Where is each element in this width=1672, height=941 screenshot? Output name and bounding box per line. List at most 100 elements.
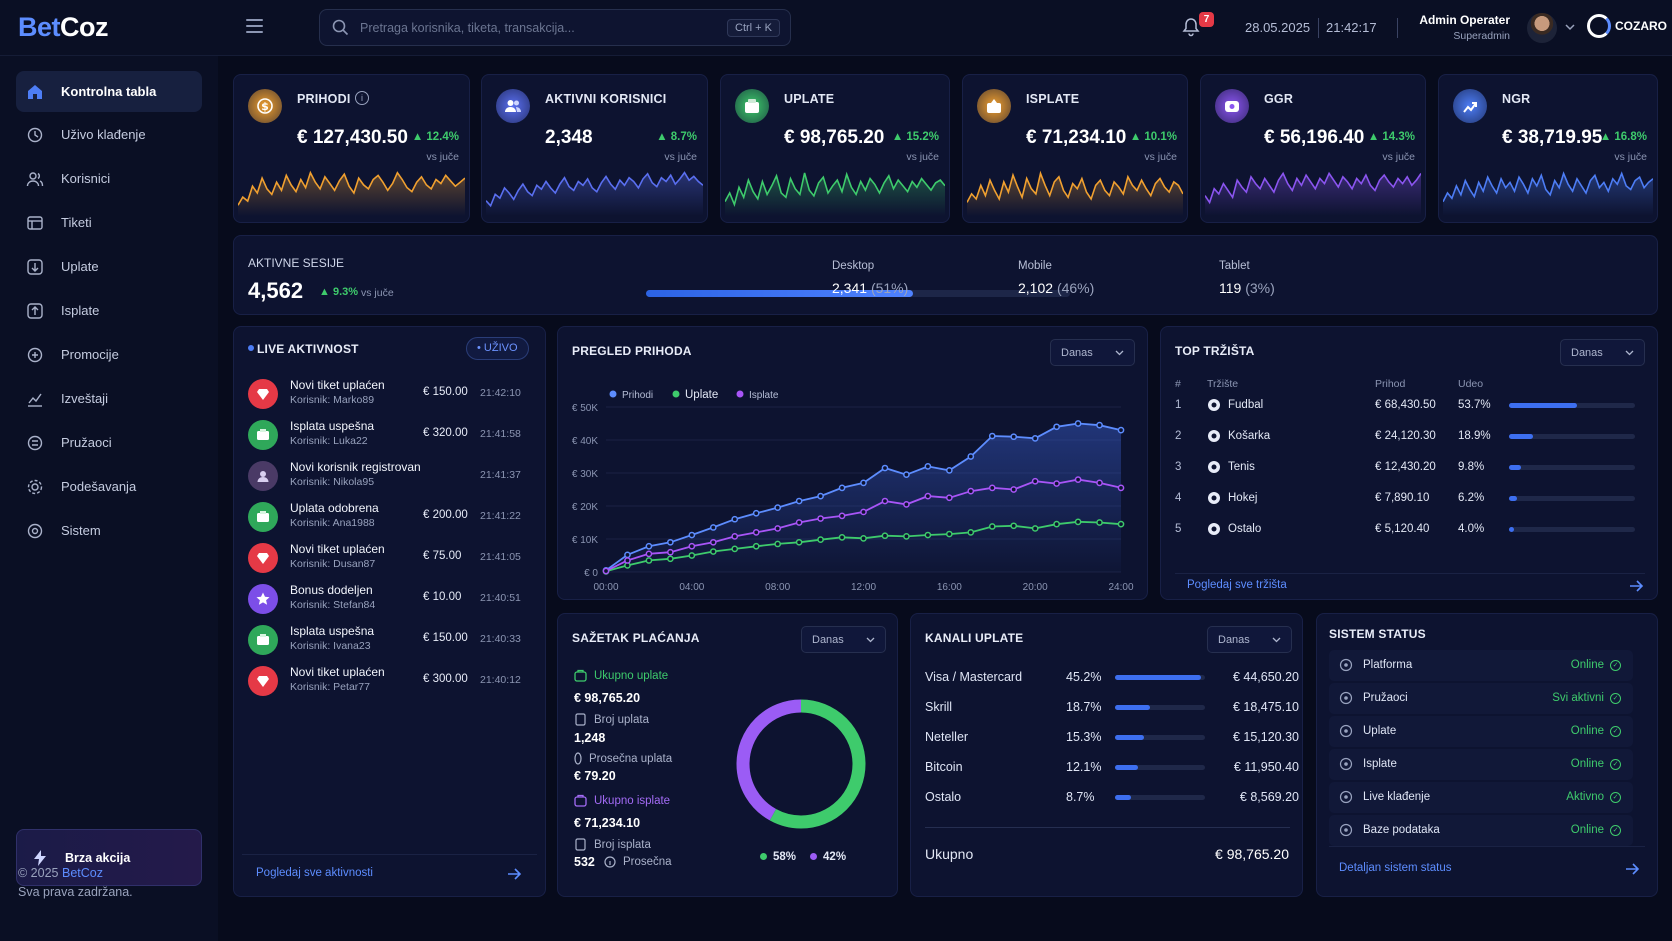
data-point-uplate[interactable] bbox=[838, 534, 846, 541]
live-activity-row[interactable]: Isplata uspešna Korisnik: Luka22 € 320.00 2… bbox=[248, 413, 521, 456]
menu-hamburger-icon[interactable] bbox=[246, 19, 263, 37]
data-point-prihodi[interactable] bbox=[1117, 426, 1125, 434]
data-point-uplate[interactable] bbox=[688, 552, 696, 559]
live-activity-row[interactable]: Novi tiket uplaćen Korisnik: Dusan87 € 75.… bbox=[248, 536, 521, 579]
view-all-markets-link[interactable]: Pogledaj sve tržišta bbox=[1187, 579, 1287, 591]
market-row-košarka[interactable]: 2 Košarka € 24,120.30 18.9% bbox=[1175, 422, 1645, 452]
market-row-fudbal[interactable]: 1 Fudbal € 68,430.50 53.7% bbox=[1175, 391, 1645, 421]
data-point-uplate[interactable] bbox=[817, 536, 824, 544]
chevron-down-icon[interactable] bbox=[1565, 23, 1575, 31]
arrow-right-icon[interactable] bbox=[1625, 863, 1640, 875]
data-point-isplate[interactable] bbox=[988, 484, 996, 492]
markets-period-dropdown[interactable]: Danas bbox=[1560, 339, 1645, 366]
data-point-isplate[interactable] bbox=[1074, 476, 1082, 483]
live-activity-row[interactable]: Uplata odobrena Korisnik: Ana1988 € 200.00… bbox=[248, 495, 521, 538]
channel-row-skrill[interactable]: Skrill 18.7% € 18,475.10 bbox=[925, 692, 1299, 722]
data-point-prihodi[interactable] bbox=[667, 538, 674, 546]
data-point-prihodi[interactable] bbox=[709, 524, 717, 531]
sidebar-item-promocije[interactable]: Promocije bbox=[16, 334, 202, 375]
data-point-isplate[interactable] bbox=[1031, 477, 1039, 485]
kpi-card-prihodi[interactable]: $ PRIHODI i € 127,430.50 ▲ 12.4% vs juče bbox=[233, 74, 470, 223]
legend-uplate[interactable]: Uplate bbox=[672, 389, 719, 401]
channel-row-visa-mastercard[interactable]: Visa / Mastercard 45.2% € 44,650.20 bbox=[925, 662, 1299, 692]
live-activity-row[interactable]: Isplata uspešna Korisnik: Ivana23 € 150.00… bbox=[248, 618, 521, 661]
arrow-right-icon[interactable] bbox=[507, 868, 522, 880]
data-point-prihodi[interactable] bbox=[988, 432, 996, 440]
data-point-prihodi[interactable] bbox=[731, 515, 739, 523]
channel-row-ostalo[interactable]: Ostalo 8.7% € 8,569.20 bbox=[925, 782, 1299, 812]
sidebar-item-tiketi[interactable]: Tiketi bbox=[16, 202, 202, 243]
live-badge[interactable]: • UŽIVO bbox=[466, 337, 529, 360]
data-point-isplate[interactable] bbox=[967, 487, 975, 495]
data-point-uplate[interactable] bbox=[774, 540, 782, 548]
data-point-uplate[interactable] bbox=[1010, 522, 1018, 530]
data-point-uplate[interactable] bbox=[645, 557, 653, 564]
data-point-isplate[interactable] bbox=[645, 550, 653, 558]
data-point-prihodi[interactable] bbox=[838, 484, 846, 492]
data-point-prihodi[interactable] bbox=[903, 471, 910, 479]
data-point-uplate[interactable] bbox=[709, 548, 717, 555]
live-activity-row[interactable]: Novi korisnik registrovan Korisnik: Nikol… bbox=[248, 454, 521, 497]
kpi-card-ngr[interactable]: NGR € 38,719.95 ▲ 16.8% vs juče bbox=[1438, 74, 1658, 223]
sidebar-item-izve-taji[interactable]: Izveštaji bbox=[16, 378, 202, 419]
system-status-details-link[interactable]: Detaljan sistem status bbox=[1339, 862, 1452, 874]
sidebar-item-u-ivo-kla-enje[interactable]: Uživo klađenje bbox=[16, 114, 202, 155]
data-point-uplate[interactable] bbox=[1074, 518, 1082, 526]
channel-row-neteller[interactable]: Neteller 15.3% € 15,120.30 bbox=[925, 722, 1299, 752]
legend-isplate[interactable]: Isplate bbox=[736, 390, 779, 401]
data-point-uplate[interactable] bbox=[945, 530, 953, 538]
data-point-isplate[interactable] bbox=[731, 533, 739, 540]
data-point-uplate[interactable] bbox=[860, 534, 867, 542]
legend-prihodi[interactable]: Prihodi bbox=[609, 390, 654, 401]
data-point-isplate[interactable] bbox=[924, 492, 932, 500]
sidebar-item-uplate[interactable]: Uplate bbox=[16, 246, 202, 287]
data-point-uplate[interactable] bbox=[1031, 525, 1039, 532]
data-point-prihodi[interactable] bbox=[774, 504, 782, 511]
data-point-prihodi[interactable] bbox=[881, 464, 889, 472]
data-point-prihodi[interactable] bbox=[752, 509, 760, 517]
data-point-isplate[interactable] bbox=[774, 525, 782, 532]
data-point-prihodi[interactable] bbox=[1074, 420, 1082, 427]
data-point-uplate[interactable] bbox=[731, 545, 739, 553]
live-activity-row[interactable]: Bonus dodeljen Korisnik: Stefan84 € 10.00 2… bbox=[248, 577, 521, 620]
sidebar-item-sistem[interactable]: Sistem bbox=[16, 510, 202, 551]
user-avatar[interactable] bbox=[1527, 13, 1557, 43]
data-point-uplate[interactable] bbox=[988, 523, 996, 530]
data-point-isplate[interactable] bbox=[1117, 484, 1125, 492]
data-point-isplate[interactable] bbox=[752, 529, 760, 536]
data-point-uplate[interactable] bbox=[752, 542, 760, 550]
data-point-prihodi[interactable] bbox=[860, 479, 867, 487]
data-point-prihodi[interactable] bbox=[945, 467, 953, 474]
data-point-isplate[interactable] bbox=[903, 501, 910, 508]
channel-row-bitcoin[interactable]: Bitcoin 12.1% € 11,950.40 bbox=[925, 752, 1299, 782]
data-point-prihodi[interactable] bbox=[795, 497, 803, 505]
data-point-isplate[interactable] bbox=[1010, 486, 1018, 493]
system-row-isplate[interactable]: Isplate Online ✓ bbox=[1329, 749, 1633, 780]
data-point-isplate[interactable] bbox=[838, 512, 846, 520]
donut-segment-withdrawals[interactable] bbox=[736, 699, 866, 829]
system-row-live-kla-enje[interactable]: Live klađenje Aktivno ✓ bbox=[1329, 782, 1633, 813]
betcoz-logo[interactable]: BetCoz bbox=[18, 12, 109, 42]
data-point-uplate[interactable] bbox=[667, 555, 674, 563]
revenue-period-dropdown[interactable]: Danas bbox=[1050, 339, 1135, 366]
data-point-prihodi[interactable] bbox=[1096, 421, 1103, 429]
data-point-uplate[interactable] bbox=[1096, 519, 1103, 526]
system-row-pru-aoci[interactable]: Pružaoci Svi aktivni ✓ bbox=[1329, 683, 1633, 714]
data-point-uplate[interactable] bbox=[903, 533, 910, 540]
quick-action-button[interactable]: Brza akcija bbox=[16, 829, 202, 886]
info-icon[interactable]: i bbox=[355, 91, 369, 105]
data-point-isplate[interactable] bbox=[667, 548, 674, 556]
data-point-uplate[interactable] bbox=[795, 538, 803, 546]
data-point-isplate[interactable] bbox=[945, 494, 953, 502]
data-point-prihodi[interactable] bbox=[688, 531, 696, 539]
data-point-isplate[interactable] bbox=[1096, 479, 1103, 487]
kpi-card-aktivni-korisnici[interactable]: AKTIVNI KORISNICI 2,348 ▲ 8.7% vs juče bbox=[481, 74, 708, 223]
data-point-prihodi[interactable] bbox=[1031, 435, 1039, 442]
data-point-uplate[interactable] bbox=[1117, 520, 1125, 528]
data-point-uplate[interactable] bbox=[967, 529, 975, 536]
data-point-uplate[interactable] bbox=[881, 532, 889, 540]
data-point-prihodi[interactable] bbox=[924, 463, 932, 470]
data-point-isplate[interactable] bbox=[795, 519, 803, 526]
arrow-right-icon[interactable] bbox=[1629, 580, 1644, 592]
data-point-prihodi[interactable] bbox=[1010, 433, 1018, 441]
